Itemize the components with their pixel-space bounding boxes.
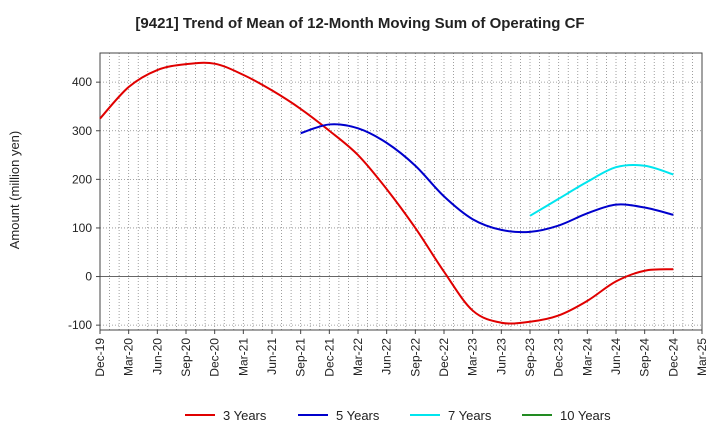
- x-tick-label: Jun-20: [150, 338, 164, 375]
- series-line-3-years: [99, 61, 674, 325]
- legend: 3 Years 5 Years 7 Years 10 Years: [185, 408, 611, 423]
- x-tick-label: Sep-24: [638, 338, 652, 377]
- x-tick-label: Dec-21: [322, 338, 336, 377]
- series-line-5-years: [300, 123, 674, 234]
- x-tick-label: Mar-21: [236, 338, 250, 376]
- x-tick-label: Sep-22: [408, 338, 422, 377]
- y-tick-label: 400: [72, 75, 92, 89]
- x-tick-label: Dec-19: [93, 338, 107, 377]
- y-tick-label: 200: [72, 172, 92, 186]
- x-tick-label: Jun-23: [494, 338, 508, 375]
- series-lines: [99, 61, 674, 325]
- x-tick-label: Sep-23: [523, 338, 537, 377]
- x-tick-label: Mar-23: [466, 338, 480, 376]
- x-tick-label: Dec-22: [437, 338, 451, 377]
- x-tick-label: Jun-22: [380, 338, 394, 375]
- legend-label: 7 Years: [448, 408, 492, 423]
- y-axis-label: Amount (million yen): [7, 131, 22, 250]
- series-line-7-years: [529, 163, 674, 217]
- x-tick-label: Jun-21: [265, 338, 279, 375]
- x-tick-label: Mar-22: [351, 338, 365, 376]
- y-tick-label: -100: [68, 318, 92, 332]
- legend-label: 3 Years: [223, 408, 267, 423]
- y-tick-label: 300: [72, 124, 92, 138]
- y-tick-label: 0: [85, 270, 92, 284]
- y-tick-label: 100: [72, 221, 92, 235]
- legend-label: 10 Years: [560, 408, 611, 423]
- x-tick-label: Dec-23: [552, 338, 566, 377]
- plot-border: [99, 52, 703, 331]
- plot-frame: [99, 52, 703, 331]
- x-tick-label: Mar-20: [122, 338, 136, 376]
- x-tick-label: Mar-25: [695, 338, 709, 376]
- y-axis-ticks: -100 0 100 200 300 400: [68, 75, 100, 332]
- x-tick-label: Dec-20: [208, 338, 222, 377]
- x-axis-ticks: Dec-19 Mar-20 Jun-20 Sep-20 Dec-20 Mar-21 Jun-…: [93, 330, 709, 377]
- grid: [100, 53, 702, 330]
- x-tick-label: Jun-24: [609, 338, 623, 375]
- legend-label: 5 Years: [336, 408, 380, 423]
- chart-title: [9421] Trend of Mean of 12-Month Moving …: [135, 15, 584, 32]
- x-tick-label: Sep-20: [179, 338, 193, 377]
- x-tick-label: Dec-24: [666, 338, 680, 377]
- x-tick-label: Mar-24: [580, 338, 594, 376]
- x-tick-label: Sep-21: [294, 338, 308, 377]
